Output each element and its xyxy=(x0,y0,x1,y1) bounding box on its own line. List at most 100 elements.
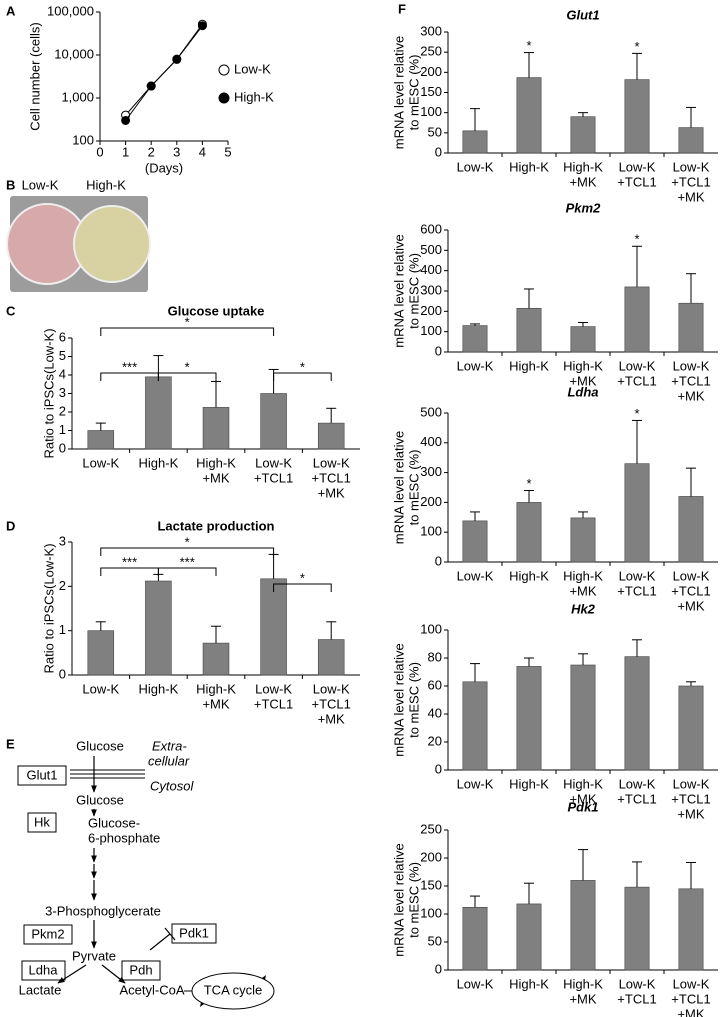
x-tick-label: High-K xyxy=(139,455,179,470)
y-tick-label: 200 xyxy=(420,849,442,864)
bar xyxy=(570,326,596,353)
x-tick-label: +MK xyxy=(202,470,229,485)
y-tick-label: 20 xyxy=(428,733,442,748)
bar xyxy=(145,376,172,450)
y-tick-label: 6 xyxy=(59,329,66,344)
data-point xyxy=(197,21,207,31)
bar xyxy=(570,664,596,771)
significance-bracket xyxy=(157,372,217,381)
bracket-label: * xyxy=(185,314,190,329)
y-tick-label: 300 xyxy=(420,464,442,479)
x-tick-label: Low-K xyxy=(457,976,494,991)
legend-marker xyxy=(218,64,230,76)
node: Pyrvate xyxy=(72,948,116,963)
x-tick-label: Low-K xyxy=(619,568,656,583)
x-tick-label: Low-K xyxy=(82,681,119,696)
x-tick-label: Low-K xyxy=(457,776,494,791)
x-tick-label: +MK xyxy=(677,806,704,821)
y-tick-label: 500 xyxy=(420,242,442,257)
panel-label: D xyxy=(6,518,15,533)
y-tick-label: 0 xyxy=(435,343,442,358)
node: Cytosol xyxy=(150,778,194,793)
x-tick-label: +TCL1 xyxy=(671,583,710,598)
bracket-label: * xyxy=(185,534,190,549)
significance-label: * xyxy=(634,232,639,247)
legend-marker xyxy=(218,92,230,104)
significance-bracket xyxy=(273,372,332,381)
y-tick-label: 150 xyxy=(420,877,442,892)
panel-label: B xyxy=(6,177,15,192)
pathway-diagram: Glucose Extra- cellular Cytosol Glut1 Gl… xyxy=(17,738,275,1010)
x-tick-label: Low-K xyxy=(457,159,494,174)
y-tick-label: 250 xyxy=(420,44,442,59)
bracket-label: * xyxy=(185,359,190,374)
bar xyxy=(570,517,596,563)
bracket-label: * xyxy=(300,359,305,374)
y-tick-label: 10,000 xyxy=(54,46,94,61)
bar xyxy=(317,422,345,450)
photo-label: Low-K xyxy=(22,177,59,192)
y-tick-label: 3 xyxy=(59,385,66,400)
y-tick-label: 0 xyxy=(435,553,442,568)
data-point xyxy=(172,54,182,64)
chart-title: Ldha xyxy=(567,384,598,399)
significance-bracket xyxy=(273,583,332,592)
node: Glucose xyxy=(76,792,124,807)
x-tick-label: 1 xyxy=(122,144,129,159)
bar xyxy=(145,580,172,676)
y-tick-label: 0 xyxy=(435,761,442,776)
node: Lactate xyxy=(19,982,62,997)
chart-title: Pdk1 xyxy=(567,799,598,814)
x-tick-label: High-K xyxy=(563,358,603,373)
significance-label: * xyxy=(634,39,639,54)
significance-label: * xyxy=(526,476,531,491)
x-tick-label: +TCL1 xyxy=(254,470,293,485)
x-tick-label: +TCL1 xyxy=(312,696,351,711)
y-tick-label: 0 xyxy=(59,440,66,455)
x-tick-label: 0 xyxy=(96,144,103,159)
bar xyxy=(678,685,704,771)
x-tick-label: +MK xyxy=(569,373,596,388)
bar xyxy=(202,407,230,450)
bar xyxy=(462,130,488,154)
x-tick-label: High-K xyxy=(509,776,549,791)
x-tick-label: 3 xyxy=(173,144,180,159)
y-axis-label: to mESC (%) xyxy=(406,450,421,526)
y-tick-label: 5 xyxy=(59,348,66,363)
x-tick-label: Low-K xyxy=(619,776,656,791)
bracket-label: *** xyxy=(122,359,137,374)
x-tick-label: Low-K xyxy=(457,568,494,583)
bracket-label: * xyxy=(300,570,305,585)
node: 3-Phosphoglycerate xyxy=(45,903,161,918)
chart-title: Pkm2 xyxy=(566,200,601,215)
bar xyxy=(462,681,488,771)
bar xyxy=(624,656,650,771)
y-tick-label: 50 xyxy=(428,933,442,948)
x-tick-label: High-K xyxy=(139,681,179,696)
y-tick-label: 200 xyxy=(420,303,442,318)
bar xyxy=(678,127,704,154)
chart-title: Lactate production xyxy=(157,518,274,533)
x-tick-label: High-K xyxy=(196,681,236,696)
x-tick-label: Low-K xyxy=(673,976,710,991)
y-tick-label: 80 xyxy=(428,649,442,664)
enzyme: Glut1 xyxy=(26,767,57,782)
x-tick-label: +TCL1 xyxy=(617,791,656,806)
x-tick-label: Low-K xyxy=(255,455,292,470)
bar xyxy=(570,880,596,971)
x-tick-label: +TCL1 xyxy=(312,470,351,485)
node: 6-phosphate xyxy=(88,830,160,845)
y-tick-label: 150 xyxy=(420,84,442,99)
y-tick-label: 100 xyxy=(420,323,442,338)
significance-bracket xyxy=(157,567,217,576)
x-tick-label: Low-K xyxy=(255,681,292,696)
y-tick-label: 400 xyxy=(420,434,442,449)
x-tick-label: Low-K xyxy=(313,681,350,696)
y-tick-label: 100 xyxy=(72,132,94,147)
x-tick-label: 2 xyxy=(148,144,155,159)
significance-bracket xyxy=(100,547,275,556)
series-line xyxy=(125,25,203,121)
y-axis-label: mRNA level relative xyxy=(391,843,406,956)
